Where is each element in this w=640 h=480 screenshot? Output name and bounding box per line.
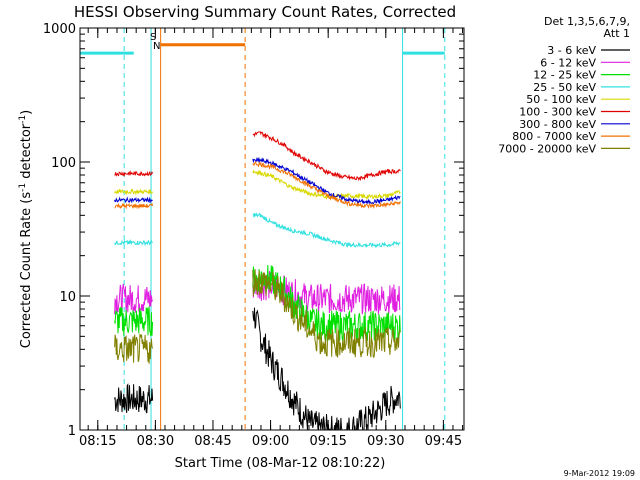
series-line: [252, 156, 401, 205]
series-line: [252, 269, 401, 359]
x-tick-label: 09:15: [309, 434, 346, 449]
series-line: [252, 161, 401, 210]
flag-n: N: [153, 41, 160, 52]
legend-entry-label: 7000 - 20000 keV: [498, 142, 596, 155]
x-tick-label: 08:15: [79, 434, 116, 449]
legend-entry-label: 300 - 800 keV: [519, 118, 596, 131]
series-line: [252, 211, 401, 248]
legend-entry-label: 100 - 300 keV: [519, 106, 596, 119]
timestamp: 9-Mar-2012 19:09: [564, 469, 635, 478]
series-line: [114, 283, 154, 315]
x-axis-label: Start Time (08-Mar-12 08:10:22): [175, 456, 386, 471]
series-line: [114, 170, 154, 177]
chart-title: HESSI Observing Summary Count Rates, Cor…: [74, 3, 456, 21]
series-line: [252, 169, 401, 201]
x-tick-label: 09:30: [367, 434, 404, 449]
legend-entry-label: 12 - 25 keV: [533, 69, 596, 82]
x-tick-label: 08:30: [137, 434, 174, 449]
legend-header-2: Att 1: [604, 27, 630, 40]
series-line: [114, 196, 153, 204]
series-line: [252, 131, 401, 182]
y-tick-label: 10: [59, 290, 76, 305]
series-line: [114, 188, 154, 196]
plot-frame: [79, 27, 465, 431]
legend-entry-label: 3 - 6 keV: [547, 44, 596, 57]
series-line: [114, 202, 154, 210]
series-line: [114, 333, 154, 364]
series-line: [114, 383, 154, 414]
plot-area: 1 10 100 1000 08:15 08:30 08:45 09:00 09:15 09:30…: [43, 22, 464, 449]
series-line: [114, 238, 153, 247]
legend-entry-label: 25 - 50 keV: [533, 81, 596, 94]
x-tick-label: 09:45: [425, 434, 462, 449]
y-tick-label: 1: [68, 424, 76, 439]
legend-entry-label: 800 - 7000 keV: [512, 130, 596, 143]
legend-header-1: Det 1,3,5,6,7,9,: [544, 15, 630, 28]
legend-entry-label: 50 - 100 keV: [526, 93, 596, 106]
x-tick-label: 09:00: [252, 434, 289, 449]
y-tick-label: 1000: [43, 22, 76, 37]
x-tick-label: 08:45: [194, 434, 231, 449]
flag-s: S: [150, 32, 156, 43]
legend-entry-label: 6 - 12 keV: [540, 56, 596, 69]
y-axis-label: Corrected Count Rate (s-1 detector-1): [18, 110, 34, 348]
series-line: [114, 306, 154, 337]
y-tick-label: 100: [51, 156, 76, 171]
series-line: [252, 307, 401, 431]
series-line: [252, 264, 401, 341]
